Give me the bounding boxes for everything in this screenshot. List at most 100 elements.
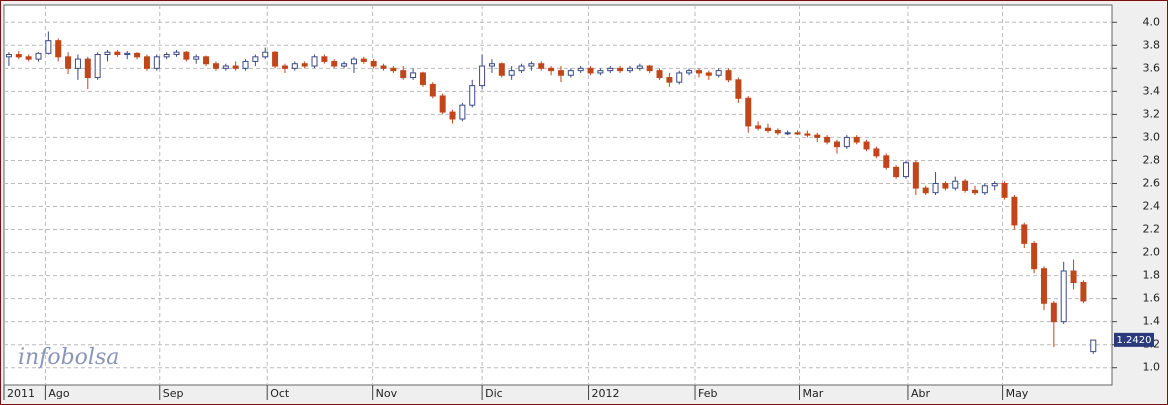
candle-body: [991, 182, 998, 187]
candle-body: [94, 54, 101, 79]
candles: [5, 31, 1097, 354]
candle-body: [370, 60, 377, 67]
candle-body: [153, 56, 160, 69]
candle-body: [143, 56, 150, 69]
candle-body: [488, 63, 495, 67]
candle-body: [883, 155, 890, 168]
candle-body: [794, 132, 801, 135]
y-tick-label: 3.8: [1143, 38, 1161, 51]
candle-body: [173, 51, 180, 56]
candle-body: [1001, 182, 1008, 198]
candle-body: [203, 56, 210, 65]
candle-body: [676, 72, 683, 83]
candle-body: [84, 58, 91, 79]
candle-body: [528, 63, 535, 67]
x-tick-label: Dic: [485, 387, 503, 400]
candle-body: [617, 67, 624, 72]
candle-body: [281, 65, 288, 69]
candle-body: [232, 65, 239, 69]
candle-body: [745, 97, 752, 127]
candle-body: [360, 58, 367, 62]
candle-body: [1040, 268, 1047, 304]
candle-body: [479, 65, 486, 87]
candle-body: [1090, 339, 1097, 353]
candle-body: [311, 56, 318, 67]
candle-body: [65, 56, 72, 69]
candle-body: [5, 54, 12, 58]
candle-body: [252, 56, 259, 62]
candle-body: [341, 63, 348, 67]
x-tick-label: Oct: [270, 387, 290, 400]
candle-body: [735, 79, 742, 99]
candle-body: [636, 65, 643, 69]
candle-body: [705, 72, 712, 76]
candle-body: [863, 141, 870, 150]
x-tick-label: Sep: [163, 387, 184, 400]
candle-body: [626, 67, 633, 72]
candle-body: [971, 189, 978, 194]
candle-body: [981, 185, 988, 194]
candle-body: [824, 136, 831, 143]
candle-body: [873, 148, 880, 157]
candle-body: [538, 63, 545, 69]
candle-body: [291, 63, 298, 69]
candle-body: [459, 104, 466, 120]
x-tick-label: 2012: [592, 387, 620, 400]
y-tick-label: 2.2: [1143, 223, 1161, 236]
y-tick-label: 1.0: [1143, 361, 1161, 374]
y-tick-label: 2.8: [1143, 153, 1161, 166]
candle-body: [350, 58, 357, 65]
candle-body: [774, 130, 781, 134]
candle-body: [853, 136, 860, 143]
candle-body: [449, 111, 456, 120]
candle-body: [1070, 270, 1077, 284]
candle-body: [567, 70, 574, 76]
x-tick-label: May: [1006, 387, 1029, 400]
candle-body: [45, 40, 52, 54]
candle-body: [410, 72, 417, 79]
candle-body: [814, 134, 821, 138]
y-tick-label: 3.0: [1143, 130, 1161, 143]
candle-body: [439, 95, 446, 113]
candle-body: [380, 65, 387, 69]
candle-body: [952, 180, 959, 189]
candle-body: [331, 60, 338, 67]
candle-body: [646, 65, 653, 72]
y-tick-label: 2.4: [1143, 200, 1161, 213]
candle-body: [902, 162, 909, 178]
candle-body: [55, 40, 62, 58]
candle-body: [1080, 282, 1087, 302]
grid: [4, 5, 1112, 385]
candle-body: [1060, 270, 1067, 323]
candle-body: [695, 70, 702, 74]
x-tick-label: Feb: [698, 387, 717, 400]
candle-body: [686, 70, 693, 74]
candle-body: [577, 67, 584, 72]
candle-body: [183, 51, 190, 60]
y-tick-label: 1.4: [1143, 315, 1161, 328]
candle-body: [715, 70, 722, 76]
x-tick-label: Mar: [803, 387, 824, 400]
candle-body: [597, 70, 604, 74]
candle-body: [508, 70, 515, 76]
candle-body: [134, 52, 141, 58]
y-tick-label: 4.0: [1143, 15, 1161, 28]
axes: 1.01.21.41.61.82.02.22.42.62.83.03.23.43…: [3, 15, 1161, 400]
candle-body: [1011, 196, 1018, 226]
candle-body: [942, 182, 949, 189]
candle-body: [193, 56, 200, 60]
candle-body: [469, 85, 476, 106]
watermark: infobolsa: [18, 345, 119, 370]
y-tick-label: 3.4: [1143, 84, 1161, 97]
candle-body: [666, 77, 673, 83]
candle-body: [1031, 242, 1038, 270]
candle-body: [262, 51, 269, 58]
candle-body: [557, 70, 564, 76]
plot-area: [3, 4, 1113, 386]
y-tick-label: 3.2: [1143, 107, 1161, 120]
y-tick-label: 2.0: [1143, 246, 1161, 259]
candle-body: [922, 187, 929, 194]
candle-body: [301, 63, 308, 67]
x-tick-label: Ago: [48, 387, 70, 400]
